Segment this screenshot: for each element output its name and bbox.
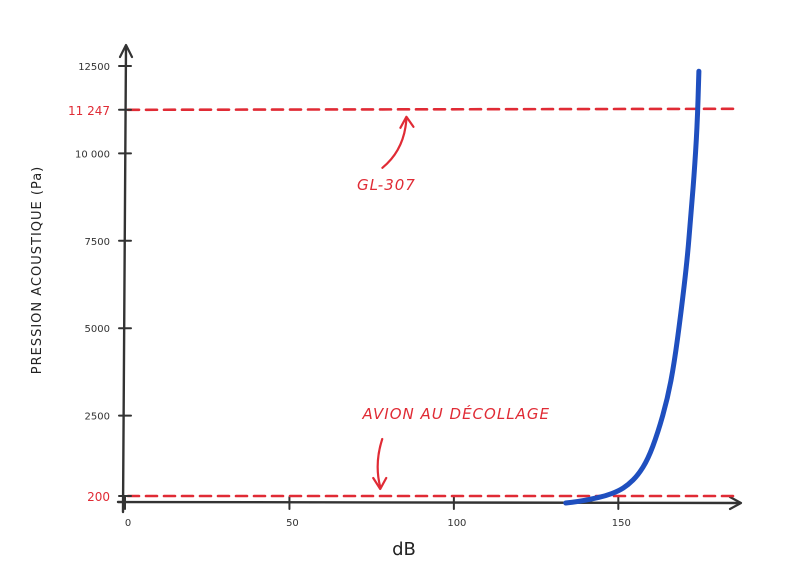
- y-tick-label: 10 000: [75, 149, 110, 160]
- x-ticks: 0 50 100 150: [124, 496, 631, 529]
- x-tick-label: 150: [612, 518, 631, 529]
- annotation-arrow: [381, 117, 408, 169]
- series-line: [563, 68, 702, 506]
- y-tick-label: 2500: [85, 412, 110, 423]
- x-tick-label: 0: [125, 518, 131, 529]
- axes: [116, 43, 743, 514]
- annotation-text: GL-307: [357, 176, 416, 194]
- annotation-arrow: [376, 437, 384, 489]
- y-axis: [121, 44, 128, 514]
- x-axis: [116, 500, 742, 505]
- series-layer: [563, 68, 702, 506]
- y-axis-title: PRESSION ACOUSTIQUE (Pa): [30, 166, 45, 375]
- reference-line: [126, 107, 737, 112]
- annotation-arrowhead: [372, 476, 388, 491]
- x-axis-arrow: [728, 495, 743, 511]
- annotations: GL-307 AVION AU DÉCOLLAGE: [357, 115, 550, 491]
- y-axis-arrow: [118, 43, 134, 59]
- x-tick-label: 100: [447, 518, 466, 529]
- annotation-arrowhead: [399, 115, 415, 129]
- x-tick-label: 50: [286, 518, 299, 529]
- x-axis-title: dB: [392, 539, 416, 560]
- y-tick-label: 7500: [85, 237, 110, 248]
- annotation-text: AVION AU DÉCOLLAGE: [362, 404, 550, 423]
- y-ticks: 2500 5000 7500 10 000 12500: [75, 62, 132, 423]
- reference-tick-label: 200: [87, 490, 110, 504]
- reference-tick-label: 11 247: [68, 104, 110, 118]
- y-tick-label: 5000: [85, 324, 110, 335]
- y-tick-label: 12500: [78, 62, 110, 73]
- reference-lines: 11 247 200: [68, 104, 737, 504]
